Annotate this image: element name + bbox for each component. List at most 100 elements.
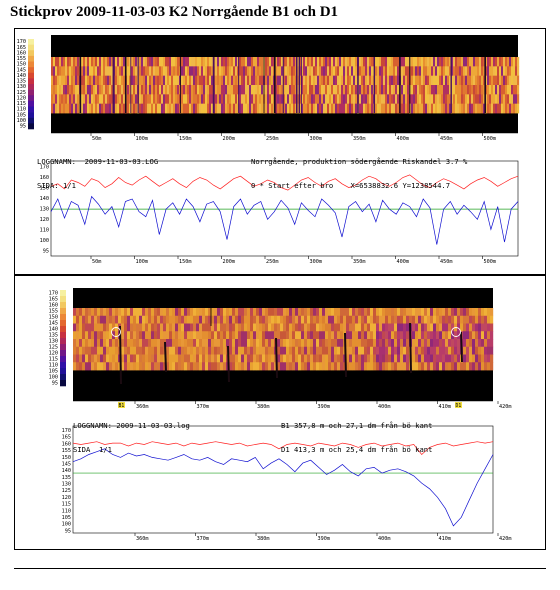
strip-1-pixel — [287, 57, 290, 67]
strip-1-pixel — [281, 57, 284, 67]
strip-1-pixel — [235, 57, 238, 67]
strip-1-pixel — [499, 94, 502, 105]
panel-frame-2: 170 165 160 155 150 145 140 135 130 125 120 115 110 1… — [14, 275, 546, 550]
strip-1-pixel — [127, 75, 130, 86]
strip-2-pixel — [256, 315, 260, 324]
strip-1-colorbar-tick: 135 — [17, 79, 26, 85]
strip-2-pixel — [79, 315, 83, 324]
strip-2-pixel — [358, 339, 362, 348]
strip-2-pixel — [427, 339, 431, 348]
strip-1-pixel — [403, 66, 406, 77]
strip-2-pixel — [271, 346, 275, 355]
strip-1-pixel — [145, 85, 148, 95]
strip-1-pixel — [311, 75, 314, 86]
strip-1-pixel — [333, 66, 336, 77]
strip-1-pixel — [379, 103, 382, 114]
strip-1-pixel — [145, 94, 148, 105]
strip-1-pixel — [413, 103, 416, 114]
strip-1-pixel — [381, 103, 384, 114]
strip-1-x-tick-label: 150m — [179, 136, 192, 142]
strip-2-pixel — [442, 315, 446, 324]
strip-1-pixel — [159, 66, 162, 77]
strip-1-pixel — [511, 85, 514, 95]
strip-2-pixel — [307, 354, 311, 363]
strip-1-colorbar-segment — [28, 84, 34, 90]
strip-2-pixel — [469, 323, 473, 332]
strip-1-pixel — [459, 66, 462, 77]
strip-1-pixel — [433, 75, 436, 86]
strip-2-pixel — [376, 315, 380, 324]
strip-2-pixel — [457, 315, 461, 324]
strip-1-pixel — [391, 75, 394, 86]
strip-2-pixel — [331, 346, 335, 355]
strip-2-pixel — [229, 339, 233, 348]
strip-2-pixel — [244, 315, 248, 324]
strip-2-pixel — [475, 362, 479, 371]
strip-2-pixel — [370, 331, 374, 340]
strip-1-pixel — [75, 103, 78, 114]
strip-1-pixel — [465, 66, 468, 77]
strip-2-pixel — [361, 308, 365, 317]
strip-2-pixel — [445, 346, 449, 355]
profile-2-y-tick-label: 155 — [62, 448, 71, 454]
strip-1-pixel — [55, 94, 58, 105]
strip-1-pixel — [299, 85, 302, 95]
strip-2-pixel — [208, 315, 212, 324]
strip-1-pixel — [343, 103, 346, 114]
strip-1-pixel — [67, 66, 70, 77]
strip-1-pixel — [267, 57, 270, 67]
strip-1-pixel — [507, 94, 510, 105]
strip-1-pixel — [495, 103, 498, 114]
strip-1-pixel — [479, 94, 482, 105]
strip-1-pixel — [285, 85, 288, 95]
strip-2-pixel — [106, 339, 110, 348]
strip-2-pixel — [178, 308, 182, 317]
strip-1-pixel — [347, 94, 350, 105]
strip-1-pixel — [187, 85, 190, 95]
strip-1-pixel — [107, 66, 110, 77]
strip-1-pixel — [497, 75, 500, 86]
strip-1-pixel — [175, 75, 178, 86]
strip-1-pixel — [229, 94, 232, 105]
strip-1-pixel — [349, 85, 352, 95]
strip-1-pixel — [191, 57, 194, 67]
strip-2-pixel — [445, 354, 449, 363]
strip-1-pixel — [55, 85, 58, 95]
strip-1-pixel — [375, 75, 378, 86]
strip-2-pixel — [232, 308, 236, 317]
strip-2-colorbar-segment — [60, 350, 66, 357]
strip-2-pixel — [190, 331, 194, 340]
strip-1-pixel — [119, 75, 122, 86]
strip-2-pixel — [154, 346, 158, 355]
strip-2-pixel — [352, 346, 356, 355]
strip-1-pixel — [493, 94, 496, 105]
strip-2-pixel — [436, 362, 440, 371]
strip-2-pixel — [277, 346, 281, 355]
strip-2-pixel — [400, 354, 404, 363]
strip-2-pixel — [232, 354, 236, 363]
strip-1-pixel — [425, 103, 428, 114]
strip-2-pixel — [160, 354, 164, 363]
strip-2-pixel — [292, 354, 296, 363]
strip-1-pixel — [67, 94, 70, 105]
strip-1-pixel — [283, 103, 286, 114]
strip-1-pixel — [253, 57, 256, 67]
strip-2-pixel — [280, 354, 284, 363]
strip-1-colorbar-segment — [28, 100, 34, 107]
strip-1-pixel — [499, 103, 502, 114]
strip-1-pixel — [65, 66, 68, 77]
strip-1-pixel — [151, 103, 154, 114]
strip-1-pixel — [485, 57, 488, 67]
strip-2-pixel — [262, 323, 266, 332]
strip-1-pixel — [459, 85, 462, 95]
strip-1-pixel — [473, 85, 476, 95]
strip-2-pixel — [169, 362, 173, 371]
strip-2-pixel — [301, 339, 305, 348]
strip-2-pixel — [484, 362, 488, 371]
strip-2-pixel — [424, 354, 428, 363]
strip-2-pixel — [190, 346, 194, 355]
strip-2-pixel — [424, 323, 428, 332]
strip-1-colorbar-tick: 160 — [17, 50, 26, 56]
strip-2-pixel — [148, 331, 152, 340]
profile-1-x-tick-label: 400m — [397, 259, 410, 265]
